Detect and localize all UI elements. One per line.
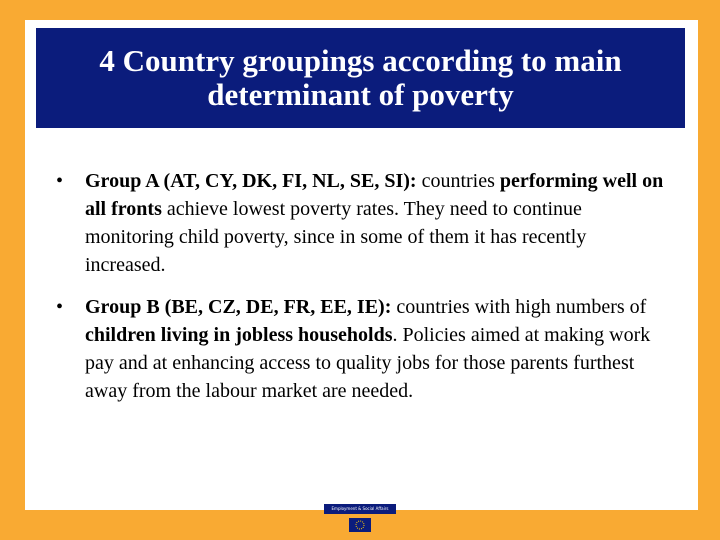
bullet-emphasis: children living in jobless households [85,324,393,346]
bullet-list: Group A (AT, CY, DK, FI, NL, SE, SI): co… [56,167,668,419]
bullet-text: . Policies aimed at making work pay and … [85,324,651,402]
bullet-text: achieve lowest poverty rates. They need … [85,198,587,276]
bullet-emphasis: performing well on all fronts [85,170,664,220]
eu-flag [349,518,371,532]
title-banner: 4 Country groupings according to main de… [36,28,685,128]
footer-logo: Employment & Social Affairs [324,504,396,514]
bullet-lead: Group A (AT, CY, DK, FI, NL, SE, SI): [85,170,417,192]
bullet-text: countries [416,170,500,192]
bullet: Group A (AT, CY, DK, FI, NL, SE, SI): co… [56,167,668,279]
flag-field [349,518,371,532]
slide-title: 4 Country groupings according to main de… [99,43,622,112]
bullet: Group B (BE, CZ, DE, FR, EE, IE): countr… [56,293,668,405]
bullet-text: countries with high numbers of [391,296,647,318]
bullet-lead: Group B (BE, CZ, DE, FR, EE, IE): [85,296,392,318]
flag-stars [355,520,365,530]
